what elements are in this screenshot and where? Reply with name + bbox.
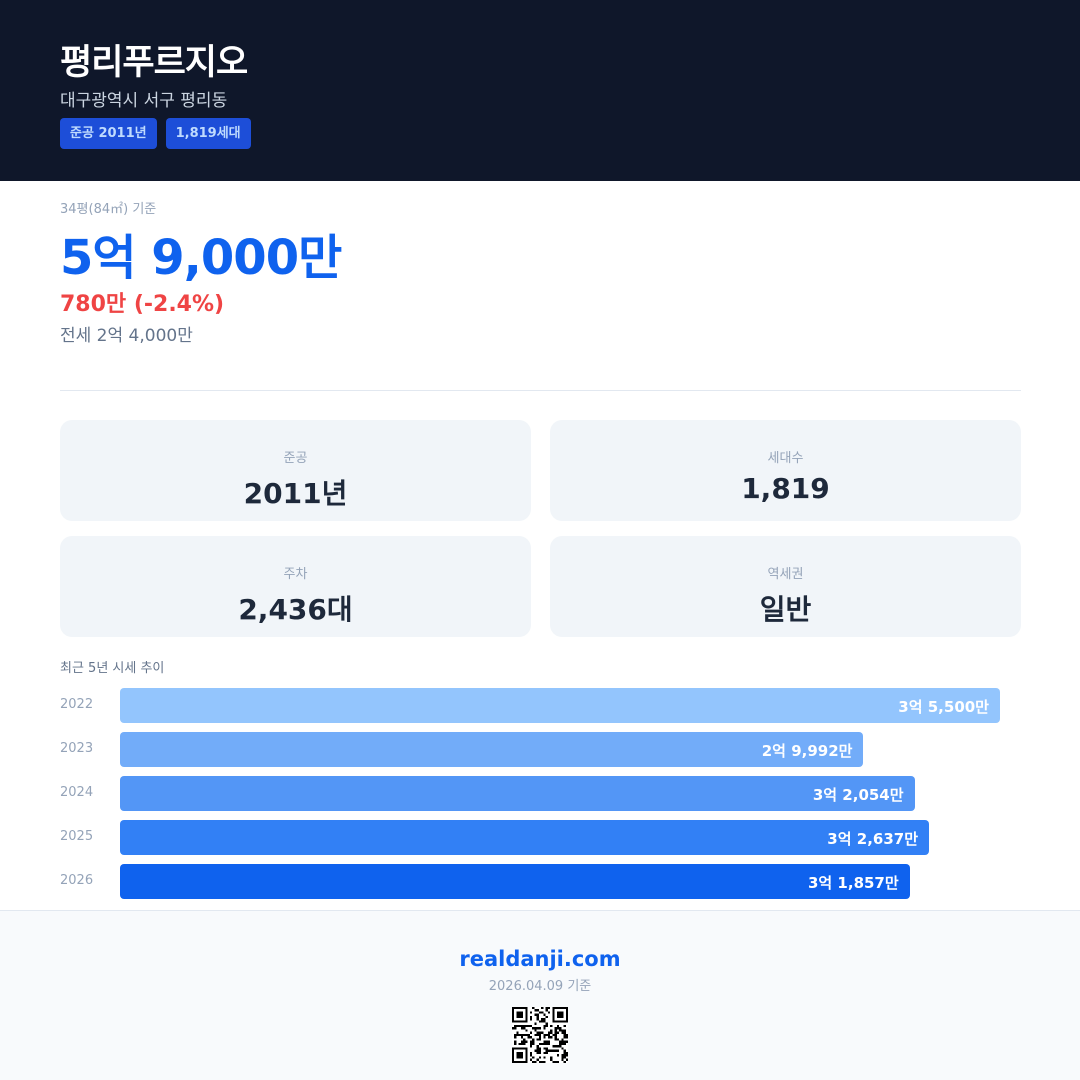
- bar-2024: 3억 2,054만: [120, 776, 915, 811]
- year-label: 2024: [60, 785, 94, 800]
- built-year-badge: 준공 2011년: [60, 118, 157, 149]
- year-label: 2026: [60, 873, 94, 888]
- footer: realdanji.com 2026.04.09 기준: [0, 910, 1080, 1080]
- stat-card-station: 역세권 일반: [550, 536, 1021, 637]
- jeonse-price: 전세 2억 4,000만: [60, 326, 193, 346]
- address: 대구광역시 서구 평리동: [60, 91, 228, 111]
- chart-row: 2023 2억 9,992만: [0, 732, 1080, 767]
- bar-value-label: 3억 2,054만: [812, 786, 904, 804]
- qr-code-icon: [512, 1007, 568, 1063]
- stat-label: 준공: [283, 451, 308, 466]
- divider: [60, 390, 1021, 391]
- stat-value: 일반: [759, 593, 812, 626]
- stat-value: 1,819: [741, 472, 830, 505]
- stat-value: 2011년: [243, 477, 348, 510]
- chart-row: 2026 3억 1,857만: [0, 864, 1080, 899]
- year-label: 2022: [60, 697, 94, 712]
- chart-row: 2024 3억 2,054만: [0, 776, 1080, 811]
- stat-card-built: 준공 2011년: [60, 420, 531, 521]
- reference-date: 2026.04.09 기준: [488, 979, 592, 994]
- chart-title: 최근 5년 시세 추이: [60, 661, 165, 676]
- bar-value-label: 2억 9,992만: [761, 742, 853, 760]
- bar-value-label: 3억 1,857만: [807, 874, 899, 892]
- stat-label: 주차: [283, 567, 308, 582]
- price-change: 780만 (-2.4%): [60, 292, 225, 317]
- year-label: 2025: [60, 829, 94, 844]
- stat-card-parking: 주차 2,436대: [60, 536, 531, 637]
- stat-card-households: 세대수 1,819: [550, 420, 1021, 521]
- bar-2022: 3억 5,500만: [120, 688, 1000, 723]
- chart-row: 2022 3억 5,500만: [0, 688, 1080, 723]
- bar-value-label: 3억 2,637만: [827, 830, 919, 848]
- complex-title: 평리푸르지오: [60, 43, 248, 83]
- households-badge: 1,819세대: [165, 118, 251, 149]
- year-label: 2023: [60, 741, 94, 756]
- size-basis: 34평(84㎡) 기준: [60, 202, 157, 217]
- bar-2023: 2억 9,992만: [120, 732, 864, 767]
- chart-row: 2025 3억 2,637만: [0, 820, 1080, 855]
- bar-2026: 3억 1,857만: [120, 864, 910, 899]
- bar-2025: 3억 2,637만: [120, 820, 930, 855]
- bar-value-label: 3억 5,500만: [898, 698, 989, 716]
- stat-label: 역세권: [767, 567, 804, 582]
- header: 평리푸르지오 대구광역시 서구 평리동 준공 2011년 1,819세대: [0, 0, 1080, 181]
- stat-value: 2,436대: [238, 593, 353, 626]
- site-link[interactable]: realdanji.com: [459, 947, 621, 971]
- sale-price: 5억 9,000만: [60, 230, 342, 286]
- stat-label: 세대수: [767, 451, 804, 466]
